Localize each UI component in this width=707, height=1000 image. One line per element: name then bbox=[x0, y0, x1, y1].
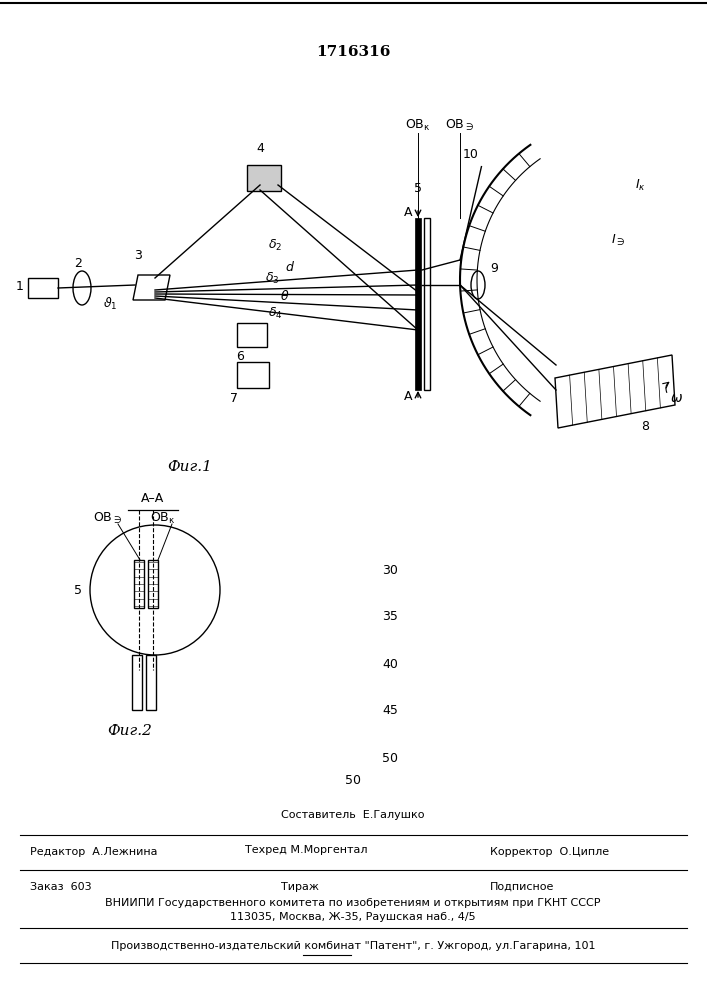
Text: 1: 1 bbox=[16, 279, 24, 292]
Text: $\vartheta_1$: $\vartheta_1$ bbox=[103, 296, 117, 312]
Text: $\mathrm{OB_\kappa}$: $\mathrm{OB_\kappa}$ bbox=[150, 510, 176, 526]
Text: Фиг.2: Фиг.2 bbox=[107, 724, 153, 738]
Bar bbox=[237, 362, 269, 388]
Text: A: A bbox=[404, 207, 412, 220]
Text: Техред М.Моргентал: Техред М.Моргентал bbox=[245, 845, 368, 855]
Text: ВНИИПИ Государственного комитета по изобретениям и открытиям при ГКНТ СССР: ВНИИПИ Государственного комитета по изоб… bbox=[105, 898, 601, 908]
Text: $\theta$: $\theta$ bbox=[280, 289, 290, 303]
Text: Фиг.1: Фиг.1 bbox=[168, 460, 212, 474]
Text: $\delta_3$: $\delta_3$ bbox=[264, 270, 279, 286]
Text: Составитель  Е.Галушко: Составитель Е.Галушко bbox=[281, 810, 425, 820]
Bar bbox=[424, 218, 430, 390]
Text: $I_\kappa$: $I_\kappa$ bbox=[635, 177, 645, 193]
Bar bbox=[134, 560, 144, 608]
Text: 2: 2 bbox=[74, 257, 82, 270]
Bar bbox=[237, 323, 267, 347]
Text: 50: 50 bbox=[382, 752, 398, 764]
Text: Производственно-издательский комбинат "Патент", г. Ужгород, ул.Гагарина, 101: Производственно-издательский комбинат "П… bbox=[111, 941, 595, 951]
Text: A–A: A–A bbox=[141, 492, 165, 505]
Text: Редактор  А.Лежнина: Редактор А.Лежнина bbox=[30, 847, 158, 857]
Text: 113035, Москва, Ж-35, Раушская наб., 4/5: 113035, Москва, Ж-35, Раушская наб., 4/5 bbox=[230, 912, 476, 922]
Text: $\omega$: $\omega$ bbox=[670, 391, 683, 405]
Bar bbox=[148, 560, 158, 608]
Bar bbox=[247, 165, 281, 191]
Text: 6: 6 bbox=[236, 350, 244, 363]
Text: 5: 5 bbox=[414, 182, 422, 195]
Text: 35: 35 bbox=[382, 610, 398, 624]
Text: 8: 8 bbox=[641, 420, 649, 433]
Text: Заказ  603: Заказ 603 bbox=[30, 882, 92, 892]
Text: Тираж: Тираж bbox=[281, 882, 319, 892]
Text: 1716316: 1716316 bbox=[316, 45, 390, 59]
Text: 50: 50 bbox=[345, 774, 361, 786]
Text: 3: 3 bbox=[134, 249, 142, 262]
Text: $\mathrm{OB_\kappa}$: $\mathrm{OB_\kappa}$ bbox=[405, 118, 431, 133]
Text: 5: 5 bbox=[74, 584, 82, 596]
Text: 30: 30 bbox=[382, 564, 398, 576]
Text: A: A bbox=[404, 389, 412, 402]
Bar bbox=[132, 655, 142, 710]
Bar bbox=[415, 218, 421, 390]
Text: Корректор  О.Ципле: Корректор О.Ципле bbox=[490, 847, 609, 857]
Text: 4: 4 bbox=[256, 142, 264, 155]
Ellipse shape bbox=[73, 271, 91, 305]
Text: $d$: $d$ bbox=[285, 260, 295, 274]
Text: $\delta_4$: $\delta_4$ bbox=[268, 305, 282, 321]
Text: $\delta_2$: $\delta_2$ bbox=[268, 237, 282, 253]
Ellipse shape bbox=[471, 271, 485, 299]
Polygon shape bbox=[555, 355, 675, 428]
Text: 10: 10 bbox=[463, 148, 479, 161]
Text: $I_\ni$: $I_\ni$ bbox=[611, 232, 625, 248]
Text: $\mathrm{OB_\ni}$: $\mathrm{OB_\ni}$ bbox=[445, 118, 474, 133]
Text: $\mathrm{OB_\ni}$: $\mathrm{OB_\ni}$ bbox=[93, 510, 122, 526]
Bar bbox=[28, 278, 58, 298]
Bar bbox=[146, 655, 156, 710]
Text: Подписное: Подписное bbox=[490, 882, 554, 892]
Polygon shape bbox=[133, 275, 170, 300]
Text: 45: 45 bbox=[382, 704, 398, 718]
Circle shape bbox=[90, 525, 220, 655]
Text: 9: 9 bbox=[490, 261, 498, 274]
Text: 7: 7 bbox=[230, 392, 238, 405]
Text: 40: 40 bbox=[382, 658, 398, 670]
